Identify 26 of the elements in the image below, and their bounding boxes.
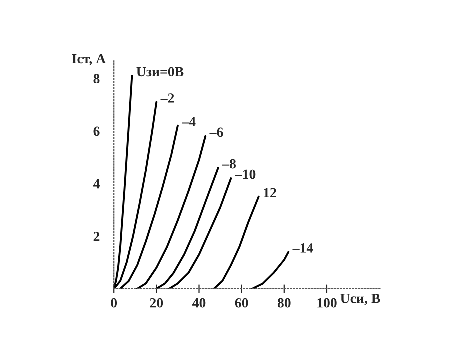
x-tick-label: 80 bbox=[278, 298, 291, 308]
series-label: –10 bbox=[235, 170, 256, 180]
y-tick-label: 2 bbox=[94, 232, 100, 242]
line-series bbox=[120, 124, 179, 289]
line-series bbox=[168, 178, 232, 289]
x-tick-label: 0 bbox=[111, 298, 118, 308]
line-series bbox=[136, 135, 207, 289]
x-axis-title: Uси, В bbox=[340, 294, 380, 306]
x-tick-label: 40 bbox=[192, 298, 206, 308]
series-label: 12 bbox=[264, 188, 276, 198]
line-series bbox=[213, 196, 260, 289]
x-tick-label: 100 bbox=[318, 298, 337, 308]
x-tick-label: 60 bbox=[235, 298, 248, 308]
series-label: –4 bbox=[182, 117, 196, 126]
line-series bbox=[156, 167, 220, 289]
x-tick-label: 20 bbox=[150, 298, 164, 308]
line-series bbox=[251, 251, 290, 289]
series-label: Uзи=0В bbox=[136, 67, 184, 77]
y-tick-label: 6 bbox=[94, 126, 100, 136]
series-label: –8 bbox=[222, 159, 236, 169]
series-label: –14 bbox=[292, 244, 314, 253]
y-axis-title: Iст, А bbox=[72, 54, 106, 66]
series-label: –2 bbox=[160, 94, 174, 103]
y-tick-label: 4 bbox=[93, 179, 100, 189]
series-label: –6 bbox=[210, 128, 224, 138]
y-tick-label: 8 bbox=[94, 74, 100, 84]
